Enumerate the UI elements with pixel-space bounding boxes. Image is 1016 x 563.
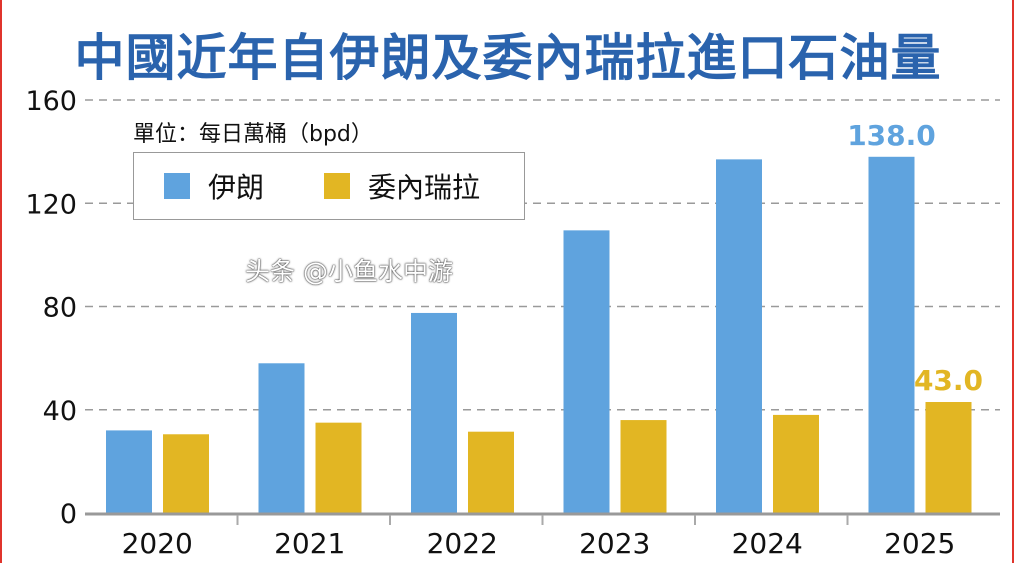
x-tick-label: 2024 bbox=[732, 527, 803, 560]
unit-label: 單位：每日萬桶（bpd） bbox=[133, 122, 373, 147]
bar-venezuela-2024 bbox=[773, 414, 819, 513]
bar-venezuela-2022 bbox=[468, 431, 514, 513]
bar-venezuela-2023 bbox=[620, 420, 667, 513]
legend-item-iran: 伊朗 bbox=[164, 166, 264, 206]
bar-iran-2023 bbox=[563, 230, 610, 513]
legend: 伊朗 委內瑞拉 bbox=[133, 152, 525, 220]
x-tick-label: 2023 bbox=[579, 527, 650, 560]
bar-iran-2020 bbox=[106, 430, 152, 513]
bar-venezuela-2025 bbox=[925, 402, 972, 513]
bar-iran-2022 bbox=[411, 312, 457, 513]
legend-swatch-iran bbox=[164, 173, 190, 199]
legend-label-iran: 伊朗 bbox=[208, 171, 265, 204]
y-tick-label: 80 bbox=[43, 293, 77, 324]
legend-swatch-venezuela bbox=[324, 173, 351, 199]
watermark: 头条 @小鱼水中游 bbox=[245, 257, 453, 286]
x-tick-label: 2020 bbox=[122, 527, 193, 560]
y-tick-label: 160 bbox=[25, 86, 77, 117]
data-label: 138.0 bbox=[847, 119, 936, 152]
bar-venezuela-2020 bbox=[163, 434, 209, 513]
x-tick-label: 2021 bbox=[274, 527, 345, 560]
legend-label-venezuela: 委內瑞拉 bbox=[368, 171, 481, 204]
bar-venezuela-2021 bbox=[315, 422, 362, 513]
bar-iran-2021 bbox=[258, 363, 305, 513]
y-tick-label: 40 bbox=[43, 396, 77, 427]
chart-title: 中國近年自伊朗及委內瑞拉進口石油量 bbox=[74, 29, 942, 87]
bar-iran-2024 bbox=[716, 159, 762, 513]
x-tick-label: 2025 bbox=[884, 527, 955, 560]
y-tick-label: 120 bbox=[25, 189, 77, 220]
y-tick-label: 0 bbox=[60, 499, 77, 530]
bar-iran-2025 bbox=[868, 156, 915, 513]
data-label: 43.0 bbox=[914, 364, 983, 397]
legend-item-venezuela: 委內瑞拉 bbox=[324, 166, 480, 206]
x-tick-label: 2022 bbox=[427, 527, 498, 560]
